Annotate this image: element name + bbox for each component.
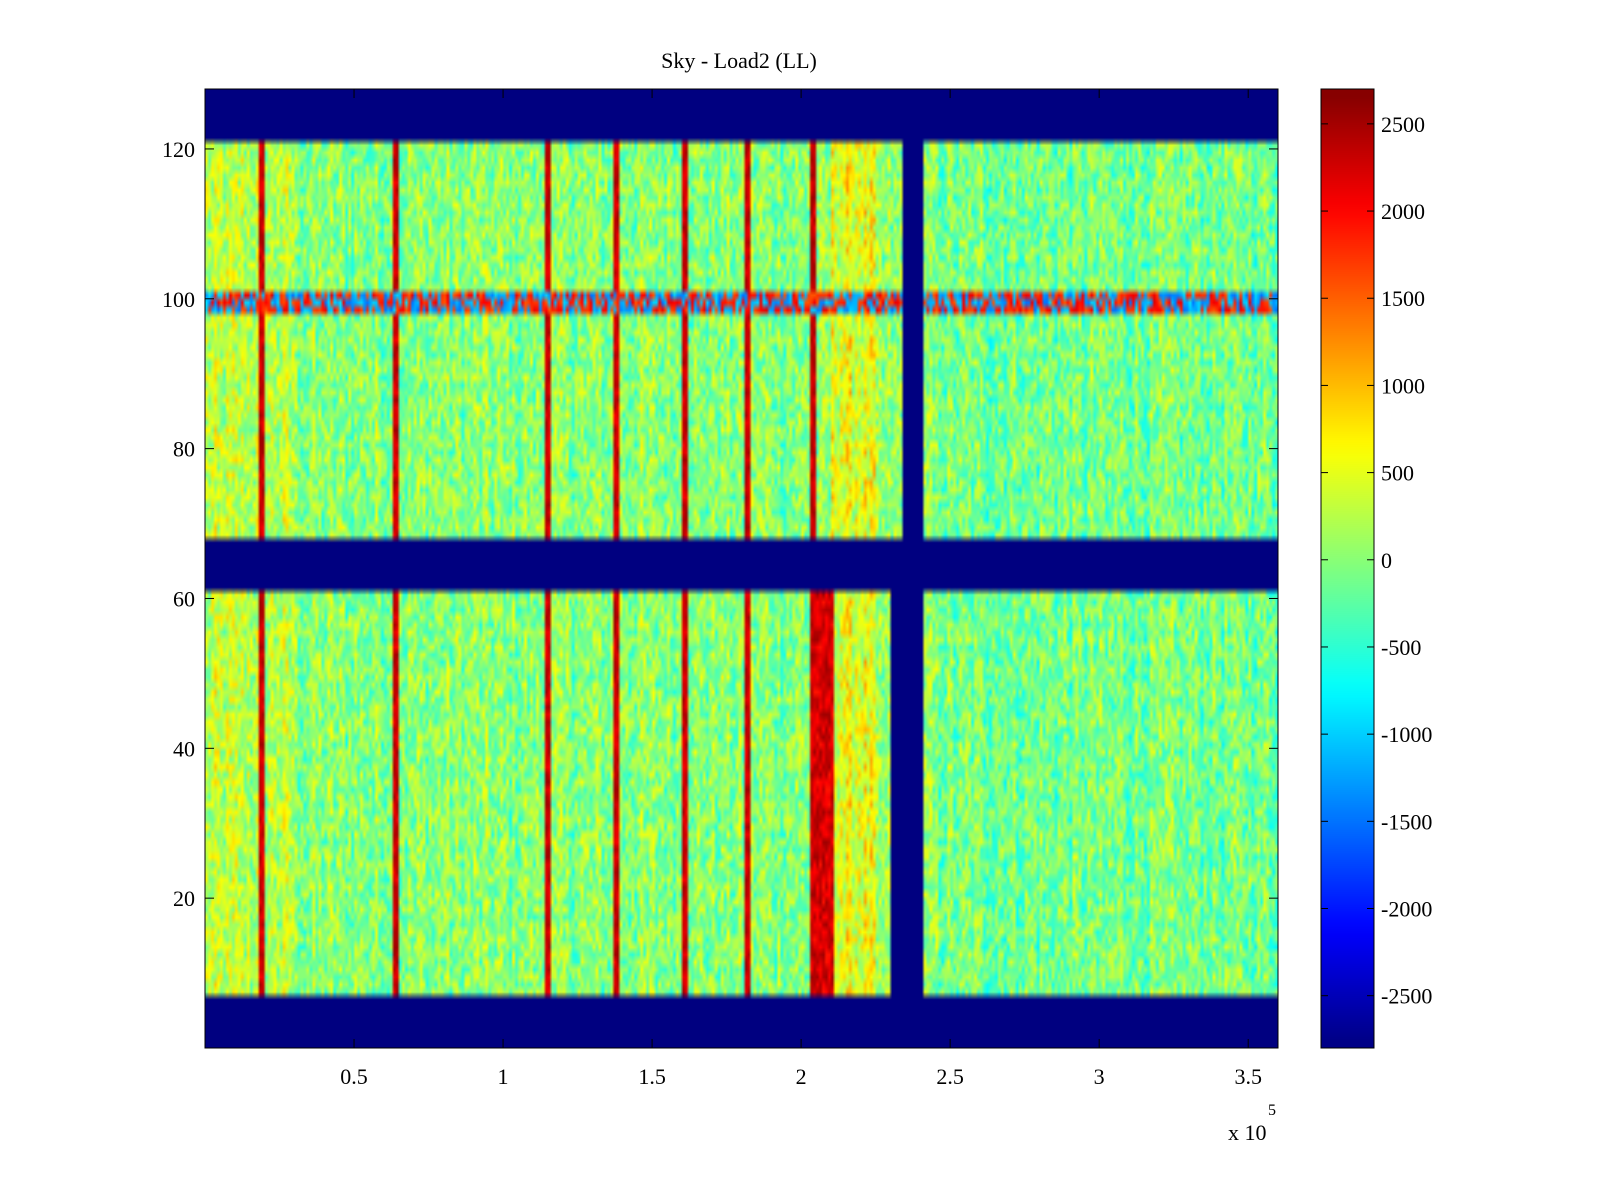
colorbar-tick-label: -500	[1381, 635, 1421, 660]
x-multiplier-label: x 10	[1228, 1120, 1267, 1145]
x-tick-label: 1	[498, 1064, 509, 1089]
colorbar-tick-label: 500	[1381, 461, 1414, 486]
colorbar-ticks: 2500 2000 1500 1000 500 0 -500 -1000 -1500 -2000 -…	[1321, 112, 1432, 1009]
y-axis: 20 40 60 80 100 120	[162, 137, 1278, 911]
x-tick-label: 2	[796, 1064, 807, 1089]
heatmap-plot-area	[204, 88, 1279, 1049]
colorbar-tick-label: 0	[1381, 548, 1392, 573]
colorbar-tick-label: 1000	[1381, 373, 1425, 398]
x-tick-label: 3	[1094, 1064, 1105, 1089]
x-tick-label: 3.5	[1234, 1064, 1262, 1089]
colorbar-tick-label: -2000	[1381, 897, 1432, 922]
x-axis: 0.5 1 1.5 2 2.5 3 3.5	[340, 89, 1262, 1089]
y-tick-label: 40	[173, 736, 195, 761]
colorbar-tick-label: 2500	[1381, 112, 1425, 137]
plot-frame	[204, 88, 1279, 1049]
y-tick-label: 60	[173, 586, 195, 611]
colorbar: 2500 2000 1500 1000 500 0 -500 -1000 -1500 -2000 -…	[1320, 88, 1432, 1049]
y-tick-label: 20	[173, 886, 195, 911]
x-tick-label: 1.5	[638, 1064, 666, 1089]
x-tick-label: 0.5	[340, 1064, 368, 1089]
colorbar-tick-label: 1500	[1381, 286, 1425, 311]
chart-title: Sky - Load2 (LL)	[661, 48, 817, 73]
y-tick-label: 120	[162, 137, 195, 162]
colorbar-tick-label: -1500	[1381, 809, 1432, 834]
x-tick-label: 2.5	[936, 1064, 964, 1089]
colorbar-frame	[1320, 88, 1375, 1049]
y-tick-label: 100	[162, 287, 195, 312]
x-multiplier-exponent: 5	[1268, 1102, 1276, 1119]
colorbar-gradient	[1321, 89, 1374, 1048]
colorbar-tick-label: 2000	[1381, 199, 1425, 224]
colorbar-tick-label: -1000	[1381, 722, 1432, 747]
heatmap-image	[205, 89, 1278, 1048]
y-tick-label: 80	[173, 437, 195, 462]
colorbar-tick-label: -2500	[1381, 984, 1432, 1009]
